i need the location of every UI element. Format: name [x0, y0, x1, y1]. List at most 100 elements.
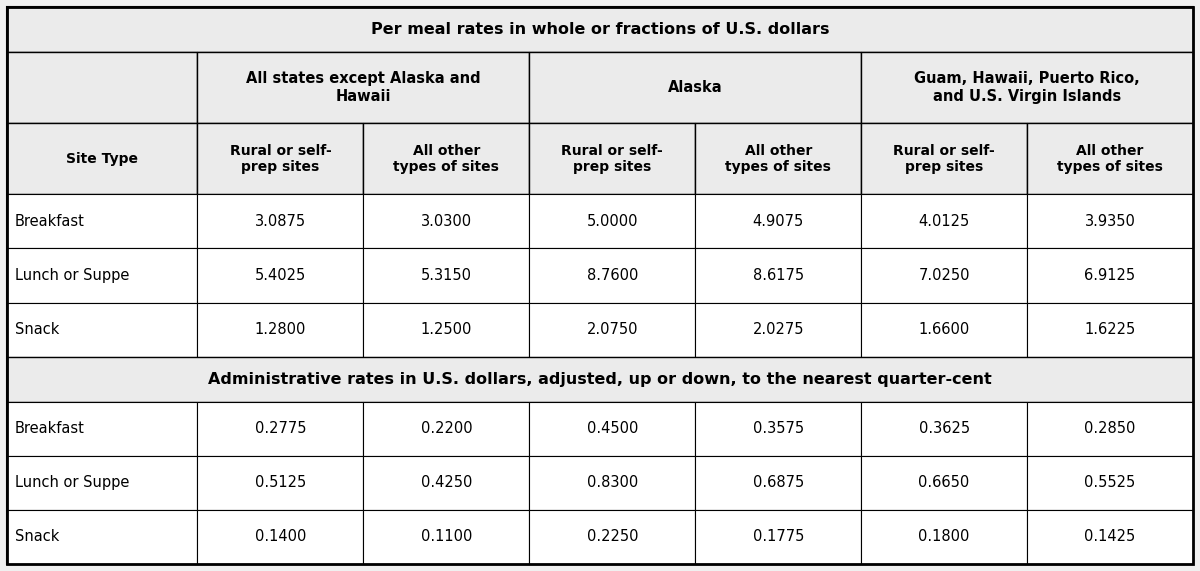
- Bar: [198, 303, 364, 357]
- Text: 1.6600: 1.6600: [918, 322, 970, 337]
- Text: 5.0000: 5.0000: [587, 214, 638, 229]
- Bar: [1027, 303, 1193, 357]
- Bar: [198, 123, 364, 194]
- Bar: [529, 248, 695, 303]
- Text: 0.3575: 0.3575: [752, 421, 804, 436]
- Text: 6.9125: 6.9125: [1085, 268, 1135, 283]
- Text: 0.1425: 0.1425: [1085, 529, 1135, 544]
- Bar: [364, 194, 529, 248]
- Text: Rural or self-
prep sites: Rural or self- prep sites: [229, 143, 331, 174]
- Text: 0.3625: 0.3625: [918, 421, 970, 436]
- Bar: [7, 52, 198, 123]
- Bar: [7, 510, 198, 564]
- Text: All other
types of sites: All other types of sites: [394, 143, 499, 174]
- Text: Breakfast: Breakfast: [14, 421, 85, 436]
- Bar: [529, 123, 695, 194]
- Bar: [364, 248, 529, 303]
- Text: 3.0875: 3.0875: [254, 214, 306, 229]
- Bar: [7, 303, 198, 357]
- Text: 0.6875: 0.6875: [752, 475, 804, 490]
- Text: Snack: Snack: [14, 529, 59, 544]
- Text: 2.0750: 2.0750: [587, 322, 638, 337]
- Bar: [364, 401, 529, 456]
- Text: Alaska: Alaska: [668, 80, 722, 95]
- Bar: [695, 123, 862, 194]
- Bar: [7, 194, 198, 248]
- Bar: [695, 248, 862, 303]
- Text: Lunch or Suppe: Lunch or Suppe: [14, 475, 130, 490]
- Bar: [862, 456, 1027, 510]
- Text: 0.1775: 0.1775: [752, 529, 804, 544]
- Bar: [695, 194, 862, 248]
- Text: 4.0125: 4.0125: [918, 214, 970, 229]
- Bar: [198, 510, 364, 564]
- Text: Lunch or Suppe: Lunch or Suppe: [14, 268, 130, 283]
- Text: Administrative rates in U.S. dollars, adjusted, up or down, to the nearest quart: Administrative rates in U.S. dollars, ad…: [208, 372, 992, 387]
- Text: 4.9075: 4.9075: [752, 214, 804, 229]
- Text: All other
types of sites: All other types of sites: [1057, 143, 1163, 174]
- Bar: [529, 401, 695, 456]
- Bar: [529, 456, 695, 510]
- Bar: [198, 456, 364, 510]
- Text: 7.0250: 7.0250: [918, 268, 970, 283]
- Text: Site Type: Site Type: [66, 152, 138, 166]
- Bar: [529, 194, 695, 248]
- Text: 0.2775: 0.2775: [254, 421, 306, 436]
- Text: 0.5525: 0.5525: [1085, 475, 1135, 490]
- Text: 3.0300: 3.0300: [421, 214, 472, 229]
- Text: All other
types of sites: All other types of sites: [725, 143, 832, 174]
- Bar: [1027, 401, 1193, 456]
- Text: All states except Alaska and
Hawaii: All states except Alaska and Hawaii: [246, 71, 481, 104]
- Text: 0.6650: 0.6650: [918, 475, 970, 490]
- Bar: [7, 248, 198, 303]
- Bar: [364, 303, 529, 357]
- Bar: [198, 194, 364, 248]
- Bar: [862, 194, 1027, 248]
- Bar: [862, 401, 1027, 456]
- Text: 5.3150: 5.3150: [421, 268, 472, 283]
- Text: 1.2500: 1.2500: [421, 322, 472, 337]
- Text: 0.1800: 0.1800: [918, 529, 970, 544]
- Bar: [1027, 456, 1193, 510]
- Text: 0.4500: 0.4500: [587, 421, 638, 436]
- Bar: [695, 401, 862, 456]
- Bar: [1027, 123, 1193, 194]
- Bar: [695, 303, 862, 357]
- Bar: [198, 401, 364, 456]
- Bar: [862, 303, 1027, 357]
- Bar: [364, 510, 529, 564]
- Text: Per meal rates in whole or fractions of U.S. dollars: Per meal rates in whole or fractions of …: [371, 22, 829, 37]
- Text: Rural or self-
prep sites: Rural or self- prep sites: [562, 143, 664, 174]
- Text: 0.4250: 0.4250: [421, 475, 472, 490]
- Text: 0.2200: 0.2200: [420, 421, 472, 436]
- Text: 2.0275: 2.0275: [752, 322, 804, 337]
- Bar: [1027, 194, 1193, 248]
- Text: 0.1400: 0.1400: [254, 529, 306, 544]
- Bar: [198, 52, 529, 123]
- Bar: [364, 123, 529, 194]
- Bar: [529, 303, 695, 357]
- Bar: [862, 248, 1027, 303]
- Bar: [695, 456, 862, 510]
- Text: Rural or self-
prep sites: Rural or self- prep sites: [893, 143, 995, 174]
- Text: Breakfast: Breakfast: [14, 214, 85, 229]
- Bar: [7, 456, 198, 510]
- Bar: [1027, 510, 1193, 564]
- Bar: [7, 7, 1193, 52]
- Bar: [862, 52, 1193, 123]
- Bar: [1027, 248, 1193, 303]
- Bar: [7, 357, 1193, 401]
- Text: 0.5125: 0.5125: [254, 475, 306, 490]
- Text: 0.8300: 0.8300: [587, 475, 638, 490]
- Text: 8.7600: 8.7600: [587, 268, 638, 283]
- Bar: [695, 510, 862, 564]
- Text: 0.2850: 0.2850: [1085, 421, 1135, 436]
- Bar: [7, 123, 198, 194]
- Bar: [7, 401, 198, 456]
- Text: 1.6225: 1.6225: [1085, 322, 1135, 337]
- Bar: [862, 123, 1027, 194]
- Text: 0.2250: 0.2250: [587, 529, 638, 544]
- Text: 3.9350: 3.9350: [1085, 214, 1135, 229]
- Bar: [198, 248, 364, 303]
- Text: Snack: Snack: [14, 322, 59, 337]
